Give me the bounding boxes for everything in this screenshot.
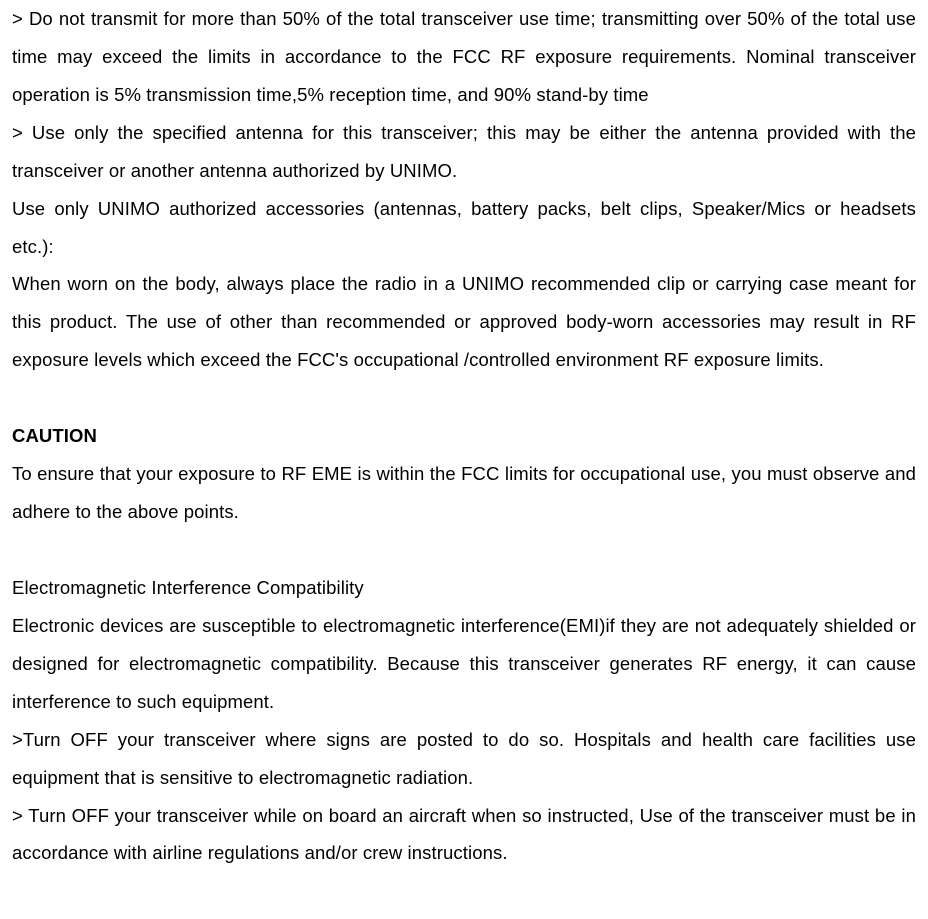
document-page: > Do not transmit for more than 50% of t… — [0, 0, 928, 919]
blank-line — [12, 531, 916, 569]
paragraph-antenna: > Use only the specified antenna for thi… — [12, 114, 916, 190]
paragraph-turnoff-hospitals: >Turn OFF your transceiver where signs a… — [12, 721, 916, 797]
heading-emi-compatibility: Electromagnetic Interference Compatibili… — [12, 569, 916, 607]
paragraph-transmit-time: > Do not transmit for more than 50% of t… — [12, 0, 916, 114]
heading-caution: CAUTION — [12, 417, 916, 455]
paragraph-caution-body: To ensure that your exposure to RF EME i… — [12, 455, 916, 531]
paragraph-emi-body: Electronic devices are susceptible to el… — [12, 607, 916, 721]
paragraph-turnoff-aircraft: > Turn OFF your transceiver while on boa… — [12, 797, 916, 873]
paragraph-accessories: Use only UNIMO authorized accessories (a… — [12, 190, 916, 266]
blank-line — [12, 379, 916, 417]
paragraph-body-worn: When worn on the body, always place the … — [12, 265, 916, 379]
